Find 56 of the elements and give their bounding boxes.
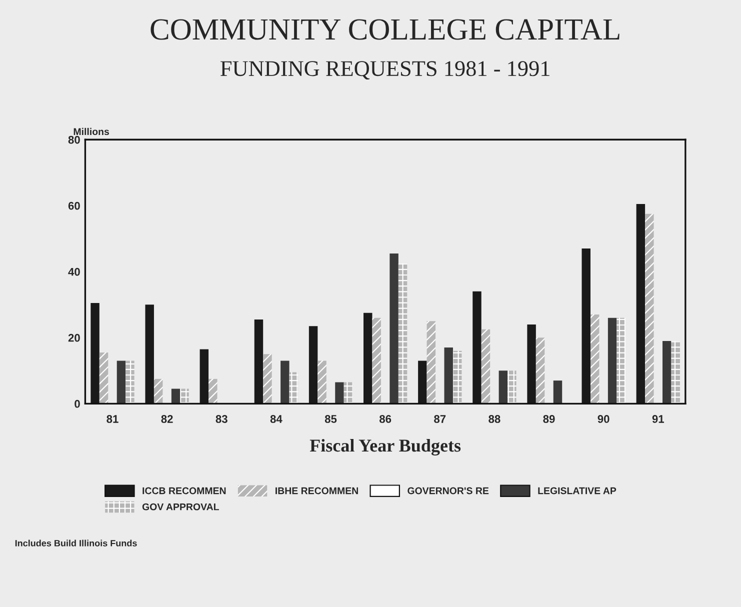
y-tick-label: 0 — [74, 400, 80, 408]
bar — [99, 352, 108, 404]
bar — [335, 382, 344, 404]
bar — [344, 382, 353, 404]
legend-label: GOVERNOR'S RE — [408, 487, 489, 494]
legend-label: GOV APPROVAL — [142, 503, 219, 510]
bar — [662, 340, 672, 404]
legend-label: LEGISLATIVE AP — [538, 487, 616, 494]
chart-title: COMMUNITY COLLEGE CAPITAL — [150, 19, 620, 40]
bar — [372, 318, 381, 404]
x-tick-label: 91 — [652, 415, 664, 423]
bar — [498, 370, 508, 404]
bar — [590, 314, 600, 404]
bar — [398, 263, 408, 404]
bar — [426, 321, 436, 404]
bar — [452, 350, 462, 404]
bar — [280, 360, 290, 404]
legend-label: ICCB RECOMMEN — [142, 487, 226, 494]
bar — [263, 354, 272, 404]
x-tick-label: 82 — [161, 415, 173, 423]
legend-label: IBHE RECOMMEN — [276, 487, 358, 494]
x-tick-label: 81 — [106, 415, 118, 423]
x-tick-label: 89 — [543, 415, 555, 423]
bar — [616, 318, 626, 404]
y-tick-label: 40 — [68, 268, 80, 276]
bar — [536, 338, 545, 404]
x-tick-label: 88 — [488, 415, 500, 423]
chart-subtitle: FUNDING REQUESTS 1981 - 1991 — [220, 61, 550, 80]
bar — [171, 388, 180, 404]
x-axis-title: Fiscal Year Budgets — [310, 439, 461, 456]
bar — [444, 348, 453, 404]
bar — [608, 318, 617, 404]
bar — [318, 360, 326, 404]
x-tick-label: 90 — [598, 415, 610, 423]
y-tick-label: 60 — [68, 202, 80, 210]
x-tick-label: 86 — [379, 415, 392, 423]
bar — [645, 214, 654, 404]
bar — [116, 360, 126, 404]
bar — [208, 378, 218, 404]
y-tick-label: 20 — [68, 334, 80, 342]
bar — [180, 388, 189, 404]
x-tick-label: 84 — [270, 415, 282, 423]
bar — [154, 378, 163, 404]
y-axis-title: Millions — [74, 128, 109, 136]
x-tick-label: 87 — [434, 415, 446, 423]
x-tick-label: 85 — [324, 415, 337, 423]
bar — [390, 253, 398, 404]
x-tick-label: 83 — [216, 415, 228, 423]
bar — [671, 340, 680, 404]
y-tick-label: 80 — [68, 136, 80, 144]
text: Includes Build Illinois Funds — [15, 540, 137, 546]
bar — [481, 329, 490, 404]
bar — [553, 380, 562, 404]
bar — [289, 372, 298, 404]
bar — [126, 360, 134, 404]
bar — [508, 370, 516, 404]
